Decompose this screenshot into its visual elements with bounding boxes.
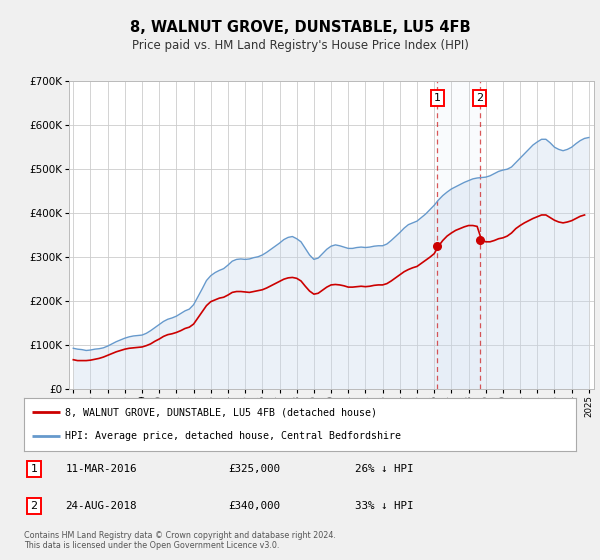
Text: 1: 1 <box>434 93 441 103</box>
Bar <box>437 81 480 389</box>
Text: Contains HM Land Registry data © Crown copyright and database right 2024.: Contains HM Land Registry data © Crown c… <box>24 531 336 540</box>
Text: Price paid vs. HM Land Registry's House Price Index (HPI): Price paid vs. HM Land Registry's House … <box>131 39 469 52</box>
Text: 2: 2 <box>31 501 37 511</box>
Text: 24-AUG-2018: 24-AUG-2018 <box>65 501 137 511</box>
Text: 8, WALNUT GROVE, DUNSTABLE, LU5 4FB: 8, WALNUT GROVE, DUNSTABLE, LU5 4FB <box>130 20 470 35</box>
Text: 8, WALNUT GROVE, DUNSTABLE, LU5 4FB (detached house): 8, WALNUT GROVE, DUNSTABLE, LU5 4FB (det… <box>65 408 377 418</box>
Text: 2: 2 <box>476 93 483 103</box>
Text: £340,000: £340,000 <box>228 501 280 511</box>
Text: 11-MAR-2016: 11-MAR-2016 <box>65 464 137 474</box>
Text: 26% ↓ HPI: 26% ↓ HPI <box>355 464 414 474</box>
Text: HPI: Average price, detached house, Central Bedfordshire: HPI: Average price, detached house, Cent… <box>65 431 401 441</box>
Text: 33% ↓ HPI: 33% ↓ HPI <box>355 501 414 511</box>
Text: £325,000: £325,000 <box>228 464 280 474</box>
Text: 1: 1 <box>31 464 37 474</box>
Text: This data is licensed under the Open Government Licence v3.0.: This data is licensed under the Open Gov… <box>24 541 280 550</box>
